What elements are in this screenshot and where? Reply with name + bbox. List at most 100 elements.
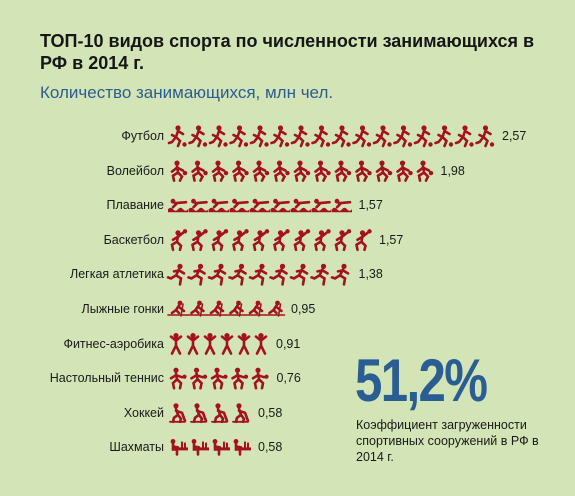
swimming-icon [270, 198, 291, 213]
volleyball-icon [375, 160, 393, 182]
athletics-icon [269, 263, 288, 286]
skiing-icon [245, 300, 266, 317]
volleyball-icon [191, 160, 208, 182]
tabletennis-icon [190, 367, 208, 390]
volleyball-icon [293, 160, 311, 182]
football-icon [413, 125, 433, 148]
icon-row-tabletennis [169, 367, 269, 390]
athletics-icon [310, 263, 329, 286]
row-value: 0,58 [258, 405, 283, 420]
highlight-caption: Коэффициент загруженности спортивных соо… [356, 418, 539, 464]
basketball-icon [355, 229, 372, 252]
football-icon [331, 125, 351, 148]
football-icon [188, 125, 208, 148]
basketball-icon [314, 229, 331, 252]
hockey-icon [211, 403, 229, 424]
athletics-icon [248, 263, 268, 286]
skiing-icon [225, 300, 247, 317]
athletics-icon [228, 263, 247, 286]
football-icon [434, 125, 454, 148]
row-label: Футбол [121, 129, 164, 143]
football-icon [167, 125, 187, 148]
hockey-icon [232, 403, 250, 424]
row-value: 1,57 [358, 198, 383, 213]
swimming-icon [168, 198, 188, 213]
row-value: 0,58 [258, 440, 283, 455]
football-icon [311, 125, 331, 148]
fitness-icon [186, 333, 200, 355]
football-icon [208, 125, 228, 148]
row-value: 0,91 [276, 336, 301, 351]
chart-subtitle: Количество занимающихся, млн чел. [40, 83, 334, 102]
row-value: 1,38 [358, 267, 383, 282]
basketball-icon [170, 229, 188, 252]
volleyball-icon [252, 160, 270, 182]
volleyball-icon [355, 160, 372, 182]
icon-row-fitness [169, 333, 268, 355]
swimming-icon [291, 198, 311, 213]
icon-row-athletics [166, 263, 350, 286]
fitness-icon [169, 333, 183, 355]
hockey-icon [190, 403, 208, 424]
fitness-icon [254, 333, 268, 355]
volleyball-icon [232, 160, 249, 182]
swimming-icon [229, 198, 250, 213]
swimming-icon [311, 198, 332, 213]
row-label: Лыжные гонки [81, 302, 164, 316]
athletics-icon [330, 263, 350, 286]
football-icon [454, 125, 474, 148]
row-label: Хоккей [123, 405, 164, 420]
tabletennis-icon [231, 367, 249, 390]
tabletennis-icon [169, 367, 187, 390]
skiing-icon [186, 300, 208, 317]
chess-icon [233, 439, 251, 456]
skiing-icon [264, 300, 286, 317]
tabletennis-icon [251, 367, 269, 390]
row-value: 1,98 [440, 163, 465, 178]
swimming-icon [188, 198, 209, 213]
athletics-icon [289, 263, 309, 286]
icon-row-football [167, 125, 495, 148]
fitness-icon [237, 333, 251, 355]
row-value: 0,76 [276, 371, 301, 386]
row-label: Баскетбол [103, 232, 164, 247]
icon-row-hockey [169, 403, 250, 424]
football-icon [249, 125, 269, 148]
icon-row-skiing [167, 300, 286, 317]
athletics-icon [187, 263, 206, 286]
football-icon [372, 125, 392, 148]
row-value: 1,57 [379, 232, 404, 247]
icon-row-chess [170, 439, 251, 456]
icon-row-basketball [170, 229, 372, 252]
volleyball-icon [396, 160, 413, 182]
basketball-icon [191, 229, 208, 252]
football-icon [475, 125, 495, 148]
row-value: 0,95 [291, 302, 316, 316]
icon-row-volleyball [170, 160, 434, 182]
row-label: Фитнес-аэробика [63, 336, 164, 351]
chess-icon [191, 439, 209, 456]
basketball-icon [232, 229, 249, 252]
highlight-percentage: 51,2% [355, 347, 488, 414]
row-value: 2,57 [502, 129, 527, 143]
volleyball-icon [211, 160, 229, 182]
volleyball-icon [314, 160, 331, 182]
basketball-icon [273, 229, 290, 252]
fitness-icon [203, 333, 217, 355]
hockey-icon [169, 403, 187, 424]
athletics-icon [207, 263, 227, 286]
volleyball-icon [273, 160, 290, 182]
volleyball-icon [334, 160, 352, 182]
swimming-icon [209, 198, 229, 213]
athletics-icon [166, 263, 186, 286]
tabletennis-icon [210, 367, 228, 390]
chess-icon [170, 439, 188, 456]
basketball-icon [211, 229, 229, 252]
row-label: Волейбол [106, 163, 164, 178]
chart-title: ТОП-10 видов спорта по численности заним… [40, 31, 535, 73]
row-label: Легкая атлетика [69, 267, 164, 282]
football-icon [270, 125, 290, 148]
swimming-icon [332, 198, 352, 213]
basketball-icon [252, 229, 270, 252]
